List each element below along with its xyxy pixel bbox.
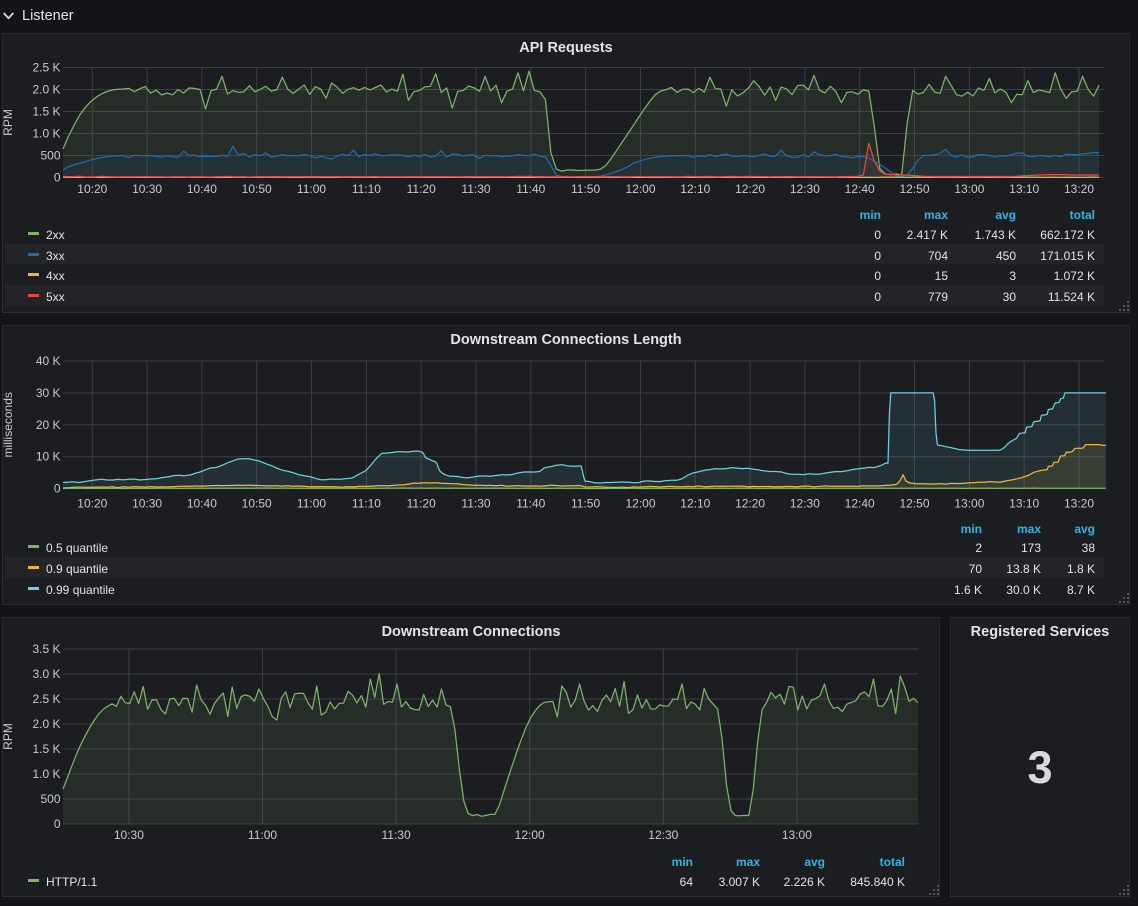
svg-text:3.0 K: 3.0 K	[32, 667, 60, 681]
svg-text:12:30: 12:30	[790, 182, 820, 196]
svg-text:11:10: 11:10	[352, 182, 381, 196]
svg-text:11:30: 11:30	[382, 828, 411, 842]
svg-text:1.5 K: 1.5 K	[32, 742, 60, 756]
svg-text:12:10: 12:10	[680, 497, 710, 511]
svg-text:12:00: 12:00	[625, 182, 655, 196]
svg-text:11:30: 11:30	[461, 182, 490, 196]
svg-text:11:00: 11:00	[248, 828, 277, 842]
svg-text:11:30: 11:30	[461, 497, 490, 511]
svg-text:2.5 K: 2.5 K	[32, 692, 60, 706]
svg-text:3.5 K: 3.5 K	[32, 642, 60, 656]
svg-text:500: 500	[40, 792, 60, 806]
svg-text:13:00: 13:00	[782, 828, 812, 842]
svg-text:12:20: 12:20	[735, 182, 765, 196]
svg-text:RPM: RPM	[1, 109, 15, 136]
svg-text:10:20: 10:20	[77, 182, 107, 196]
svg-text:11:20: 11:20	[407, 182, 436, 196]
svg-text:40 K: 40 K	[36, 354, 61, 368]
svg-text:11:10: 11:10	[352, 497, 381, 511]
svg-text:12:30: 12:30	[790, 497, 820, 511]
svg-text:10:30: 10:30	[132, 182, 162, 196]
svg-text:2.5 K: 2.5 K	[32, 61, 60, 75]
svg-text:13:00: 13:00	[954, 182, 984, 196]
svg-text:2.0 K: 2.0 K	[32, 717, 60, 731]
svg-text:11:50: 11:50	[571, 182, 600, 196]
svg-text:11:40: 11:40	[516, 497, 545, 511]
svg-text:13:20: 13:20	[1064, 497, 1094, 511]
svg-text:500: 500	[40, 149, 60, 163]
svg-text:11:40: 11:40	[516, 182, 545, 196]
svg-text:12:50: 12:50	[899, 497, 929, 511]
svg-text:12:40: 12:40	[845, 497, 875, 511]
svg-text:13:10: 13:10	[1009, 497, 1039, 511]
svg-text:RPM: RPM	[1, 723, 15, 750]
svg-text:1.5 K: 1.5 K	[32, 105, 60, 119]
svg-text:12:10: 12:10	[680, 182, 710, 196]
svg-text:12:50: 12:50	[899, 182, 929, 196]
svg-text:10:30: 10:30	[114, 828, 144, 842]
svg-text:12:20: 12:20	[735, 497, 765, 511]
svg-text:10:50: 10:50	[242, 182, 272, 196]
svg-text:milliseconds: milliseconds	[1, 392, 15, 457]
svg-text:12:40: 12:40	[845, 182, 875, 196]
svg-text:12:00: 12:00	[625, 497, 655, 511]
svg-text:10:20: 10:20	[77, 497, 107, 511]
svg-text:0: 0	[54, 171, 61, 185]
svg-text:13:20: 13:20	[1064, 182, 1094, 196]
svg-text:10:40: 10:40	[187, 497, 217, 511]
svg-text:1.0 K: 1.0 K	[32, 127, 60, 141]
svg-text:10:50: 10:50	[242, 497, 272, 511]
svg-text:0: 0	[54, 817, 61, 831]
svg-text:11:50: 11:50	[571, 497, 600, 511]
svg-text:10 K: 10 K	[36, 450, 61, 464]
svg-text:13:10: 13:10	[1009, 182, 1039, 196]
svg-text:20 K: 20 K	[36, 418, 61, 432]
svg-text:11:20: 11:20	[407, 497, 436, 511]
svg-text:30 K: 30 K	[36, 386, 61, 400]
svg-text:2.0 K: 2.0 K	[32, 83, 60, 97]
svg-text:10:40: 10:40	[187, 182, 217, 196]
svg-text:11:00: 11:00	[297, 182, 326, 196]
svg-text:11:00: 11:00	[297, 497, 326, 511]
svg-text:10:30: 10:30	[132, 497, 162, 511]
svg-text:13:00: 13:00	[954, 497, 984, 511]
svg-text:1.0 K: 1.0 K	[32, 767, 60, 781]
svg-text:0: 0	[54, 482, 61, 496]
svg-text:12:00: 12:00	[515, 828, 545, 842]
svg-text:12:30: 12:30	[648, 828, 678, 842]
